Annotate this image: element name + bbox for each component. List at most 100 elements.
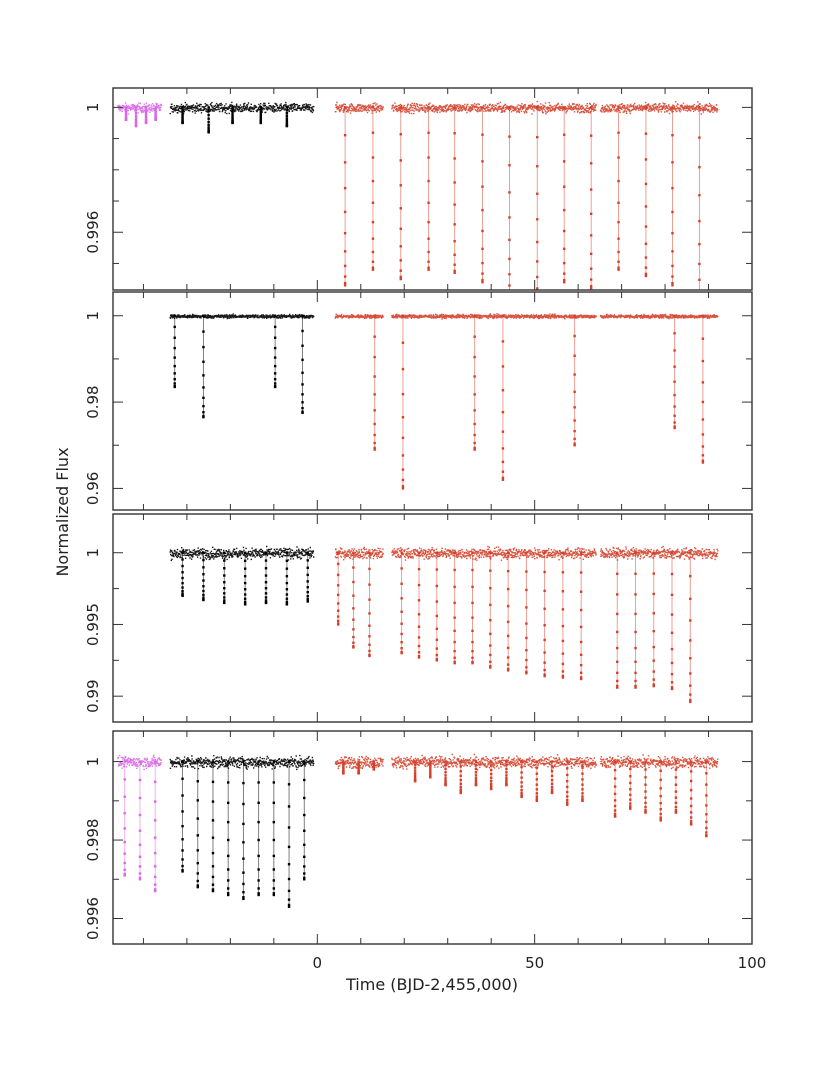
panel-1-series-later-3-transit-1-point — [343, 264, 347, 268]
panel-4-series-later-4-transit-2-point — [429, 765, 432, 768]
panel-4-series-earlier-1-transit-3-point — [153, 819, 157, 822]
panel-4-series-later-4-transit-12-point — [581, 799, 584, 803]
panel-3-series-later-4-transit-4-point — [670, 613, 674, 616]
panel-4-series-later-5-transit-4-point — [659, 794, 662, 798]
panel-1-series-middle-2-transit-4-point — [259, 110, 262, 114]
panel-4-series-later-3-transit-1-point — [342, 765, 345, 769]
panel-1-series-later-4-transit-5-point — [508, 293, 510, 295]
panel-1-series-later-4-transit-2-point — [427, 156, 430, 159]
panel-3-series-later-3-transit-1-point — [400, 551, 403, 554]
panel-1-series-later-5-transit-4-point — [698, 136, 701, 139]
panel-1-series-middle-2-transit-2-point — [207, 117, 210, 120]
panel-1-series-later-4-transit-6-point — [536, 297, 538, 299]
panel-3-series-later-3-transit-6-point — [489, 644, 492, 647]
panel-3-series-later-4-transit-4-point — [670, 687, 674, 691]
panel-3-series-middle-1-transit-3-point — [223, 574, 226, 577]
panel-1-series-middle-2-transit-4-point — [259, 106, 262, 109]
panel-2-series-middle-1-transit-4-point — [301, 383, 304, 386]
panel-2-series-later-3-transit-4-point — [573, 442, 576, 445]
panel-1-series-middle-2-transit-5-point — [285, 109, 289, 112]
panel-3-series-middle-1-transit-1-point — [181, 558, 184, 561]
panel-4-series-later-4-transit-11-point — [566, 795, 569, 798]
panel-4-series-middle-2-transit-7-point — [272, 781, 276, 784]
panel-4-series-earlier-1-transit-1-point — [123, 872, 126, 876]
panel-3-series-later-3-transit-5-point — [471, 629, 474, 633]
panel-1-series-middle-2-transit-5-point — [285, 117, 289, 120]
panel-2-series-later-4-transit-1-point — [673, 314, 676, 317]
panel-3-series-middle-1-transit-6-point — [285, 593, 289, 596]
panel-4-ytick-label: 1 — [84, 757, 102, 767]
panel-4-series-later-5-transit-3-point — [644, 760, 647, 763]
panel-1-series-later-4-transit-5-point — [508, 284, 511, 287]
panel-1-series-later-4-transit-4-point — [481, 247, 484, 251]
panel-3-series-middle-1-transit-6-point — [285, 567, 289, 570]
panel-4-series-later-3-transit-1-point — [342, 767, 345, 770]
panel-3-series-later-4-transit-3-point — [652, 683, 655, 686]
panel-1-series-later-5-transit-4-point — [698, 297, 700, 299]
panel-1-series-earlier-1 — [117, 102, 162, 128]
panel-4-series-later-4-transit-11-point — [566, 801, 569, 804]
panel-3-series-later-3-transit-1-point — [400, 641, 403, 644]
panel-3-series-later-3-transit-5-point — [471, 656, 474, 659]
panel-3-series-later-3-transit-6-point — [489, 603, 492, 607]
panel-3: 1 0.995 0.99 — [84, 513, 753, 723]
panel-1-series-later-5-transit-3-point — [671, 161, 674, 164]
panel-4-series-later-3 — [334, 755, 384, 775]
panel-1-series-later-4-transit-2-point — [427, 131, 430, 134]
panel-1-series-later-3-transit-2-point — [371, 268, 375, 271]
panel-4-series-middle-2-transit-5-point — [242, 897, 245, 901]
panel-3-series-middle-1-transit-7-point — [306, 580, 309, 583]
panel-1-series-later-5-transit-4-point — [698, 194, 701, 197]
panel-3-series-later-3-transit-3-point — [435, 551, 439, 554]
panel-2-series-later-4-transit-1-point — [673, 349, 676, 352]
panel-4-series-later-4-transit-7-point — [505, 767, 508, 771]
panel-2-series-middle-1-transit-1-point — [173, 314, 176, 317]
panel-1-series-later-5-transit-1-point — [617, 179, 620, 183]
panel-3-series-middle-1-transit-4-point — [243, 597, 247, 600]
panel-4-series-earlier-1-transit-1-point — [123, 778, 126, 781]
panel-4-series-middle-2-transit-4-point — [226, 879, 230, 882]
panel-3-series-middle-1-transit-7-point — [306, 566, 309, 570]
panel-3-series-middle-1-transit-5-point — [264, 567, 268, 570]
panel-3-series-later-2-transit-3-point — [368, 653, 371, 656]
panel-2-series-later-3-transit-3-point — [501, 410, 505, 414]
panel-1-series-middle-2 — [169, 101, 315, 134]
panel-4-series-earlier-1-transit-3-point — [153, 800, 157, 803]
panel-3-series-middle-1-transit-5-point — [264, 592, 268, 595]
panel-4-series-later-5-transit-4-point — [659, 760, 662, 763]
panel-1-series-earlier-1-transit-2-point — [134, 121, 138, 124]
panel-1-series-later-4-transit-4-point — [481, 278, 484, 282]
panel-3-frame — [112, 513, 753, 723]
panel-4-series-later-4-transit-9-point — [535, 799, 539, 803]
panel-2-series-middle-1-transit-4-point — [301, 358, 304, 362]
panel-3-series-later-3-transit-11-point — [579, 625, 583, 629]
panel-3-series-later-3-transit-1-point — [400, 650, 403, 654]
panel-4-series-later-4-transit-5-point — [474, 774, 478, 777]
panel-4-series-later-5-transit-1-point — [613, 815, 617, 818]
panel-3-series-later-4-transit-3-point — [652, 612, 655, 615]
panel-3-series-later-4-transit-2-point — [634, 593, 637, 596]
panel-3-series-middle-1-transit-2-point — [202, 573, 205, 576]
panel-4-series-later-5-transit-5-point — [674, 801, 678, 805]
panel-2-series-later-4-transit-2-point — [701, 459, 705, 462]
panel-4-series-middle-2-transit-8-point — [287, 898, 291, 901]
panel-3-series-later-4-transit-2-point — [634, 612, 637, 616]
panel-1-series-later-4-transit-6-point — [536, 275, 539, 279]
panel-4-series-later-4-transit-5-point — [474, 781, 478, 784]
panel-1-series-later-3-transit-2-point — [371, 106, 375, 109]
panel-3-series-later-4-transit-4-point — [670, 647, 674, 651]
panel-4-data — [117, 753, 719, 908]
panel-4-series-middle-2-transit-1-point — [181, 794, 184, 797]
panel-4-series-middle-2-transit-4-point — [226, 760, 230, 763]
panel-4-series-later-4-transit-12-point — [581, 783, 584, 786]
panel-4-series-later-5-transit-7-point — [705, 826, 708, 830]
panel-3-series-later-3-transit-2-point — [417, 644, 421, 648]
panel-3-series-later-3-transit-7-point — [506, 667, 510, 671]
panel-4-series-middle-2-transit-7-point — [272, 801, 276, 805]
panel-1-series-middle-2-transit-3-point — [231, 118, 234, 122]
panel-2-series-middle-1-transit-1-point — [173, 378, 176, 381]
panel-2-series-later-2-transit-1-point — [373, 441, 376, 445]
panel-4-frame — [112, 730, 753, 945]
panel-4-series-middle-2-transit-9-point — [303, 829, 306, 832]
panel-4-series-later-5-transit-2-point — [629, 788, 632, 791]
